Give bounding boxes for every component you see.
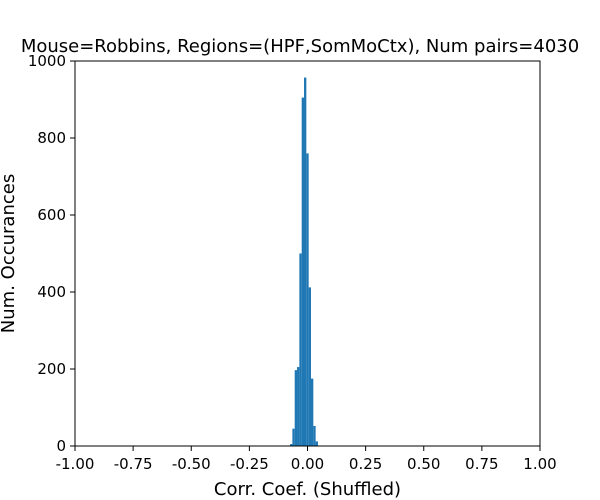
chart-title: Mouse=Robbins, Regions=(HPF,SomMoCtx), N… — [21, 36, 579, 57]
y-tick-label-0: 0 — [56, 437, 66, 455]
x-tick-label-3: -0.25 — [230, 455, 269, 473]
bars-layer — [290, 77, 318, 447]
histogram-bar-0 — [290, 444, 293, 446]
histogram-bar-6 — [304, 77, 307, 446]
histogram-bar-1 — [292, 428, 295, 446]
x-tick-label-1: -0.75 — [114, 455, 153, 473]
x-axis-ticks: -1.00 -0.75 -0.50 -0.25 0.00 0.25 0.50 0.75 1.00 — [56, 446, 557, 473]
y-tick-label-5: 1000 — [28, 52, 66, 70]
x-tick-label-5: 0.25 — [349, 455, 382, 473]
x-axis-label: Corr. Coef. (Shuffled) — [214, 479, 401, 500]
x-tick-label-7: 0.75 — [465, 455, 498, 473]
x-tick-label-2: -0.50 — [172, 455, 211, 473]
x-tick-label-4: 0.00 — [291, 455, 324, 473]
y-tick-label-1: 200 — [37, 360, 66, 378]
histogram-bar-7 — [306, 153, 309, 446]
histogram-bar-10 — [313, 425, 316, 446]
y-axis-ticks: 0 200 400 600 800 1000 — [28, 52, 75, 455]
plot-frame — [74, 60, 541, 447]
histogram-bar-3 — [297, 367, 300, 446]
histogram-bar-2 — [294, 370, 298, 446]
y-tick-label-2: 400 — [37, 283, 66, 301]
histogram-bar-8 — [308, 287, 311, 446]
histogram-bar-4 — [299, 253, 302, 446]
y-tick-label-4: 800 — [37, 129, 66, 147]
histogram-bar-5 — [301, 97, 305, 446]
histogram-bar-9 — [310, 378, 314, 447]
x-tick-label-8: 1.00 — [523, 455, 556, 473]
histogram-bar-11 — [315, 441, 318, 446]
x-tick-label-0: -1.00 — [56, 455, 95, 473]
y-tick-label-3: 600 — [37, 206, 66, 224]
y-axis-label: Num. Occurances — [0, 174, 19, 333]
x-tick-label-6: 0.50 — [407, 455, 440, 473]
